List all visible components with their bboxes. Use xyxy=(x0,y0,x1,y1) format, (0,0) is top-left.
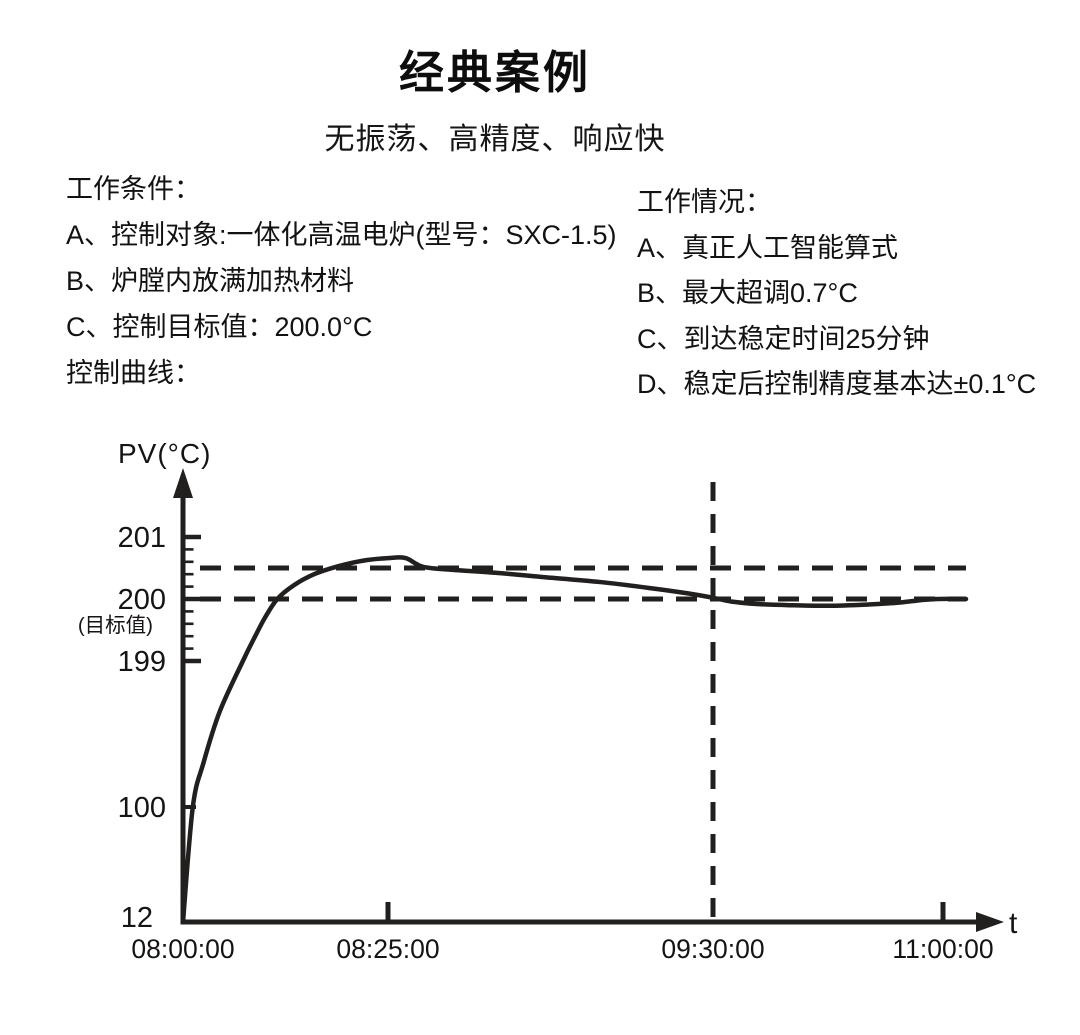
working-conditions-heading: 工作条件： xyxy=(66,174,201,204)
y-tick-label: 12 xyxy=(121,902,153,934)
x-tick-label: 08:00:00 xyxy=(131,934,234,964)
performance-item-b: B、最大超调0.7°C xyxy=(637,278,858,308)
y-tick-label: 199 xyxy=(118,646,166,678)
x-tick-label: 09:30:00 xyxy=(661,934,764,964)
x-axis-title: t xyxy=(1009,907,1018,940)
x-tick-label: 11:00:00 xyxy=(892,934,993,964)
x-tick-label: 08:25:00 xyxy=(336,934,439,964)
control-curve-label: 控制曲线： xyxy=(66,358,201,388)
target-value-sublabel: (目标值) xyxy=(78,614,153,637)
y-tick-label: 100 xyxy=(118,792,166,824)
working-performance-heading: 工作情况： xyxy=(637,187,772,217)
x-axis-arrow xyxy=(976,912,1004,932)
pv-curve xyxy=(180,555,969,925)
performance-item-d: D、稳定后控制精度基本达±0.1°C xyxy=(637,369,1037,399)
condition-item-b: B、炉膛内放满加热材料 xyxy=(66,266,355,296)
y-axis-arrow xyxy=(173,468,193,498)
y-tick-label: 201 xyxy=(118,522,166,554)
page-subtitle: 无振荡、高精度、响应快 xyxy=(324,123,666,156)
y-axis-title: PV(°C) xyxy=(118,438,211,469)
condition-item-a: A、控制对象:一体化高温电炉(型号：SXC-1.5) xyxy=(66,220,617,250)
y-tick-label: 200 xyxy=(118,584,166,616)
working-conditions-block: 工作条件： A、控制对象:一体化高温电炉(型号：SXC-1.5) B、炉膛内放满… xyxy=(66,166,617,396)
page-title: 经典案例 xyxy=(398,47,591,98)
performance-item-a: A、真正人工智能算式 xyxy=(637,232,899,263)
working-performance-block: 工作情况： A、真正人工智能算式 B、最大超调0.7°C C、到达稳定时间25分… xyxy=(637,180,1036,408)
performance-item-c: C、到达稳定时间25分钟 xyxy=(637,323,930,354)
header: 经典案例 无振荡、高精度、响应快 xyxy=(0,36,990,158)
condition-item-c: C、控制目标值：200.0°C xyxy=(66,312,373,342)
